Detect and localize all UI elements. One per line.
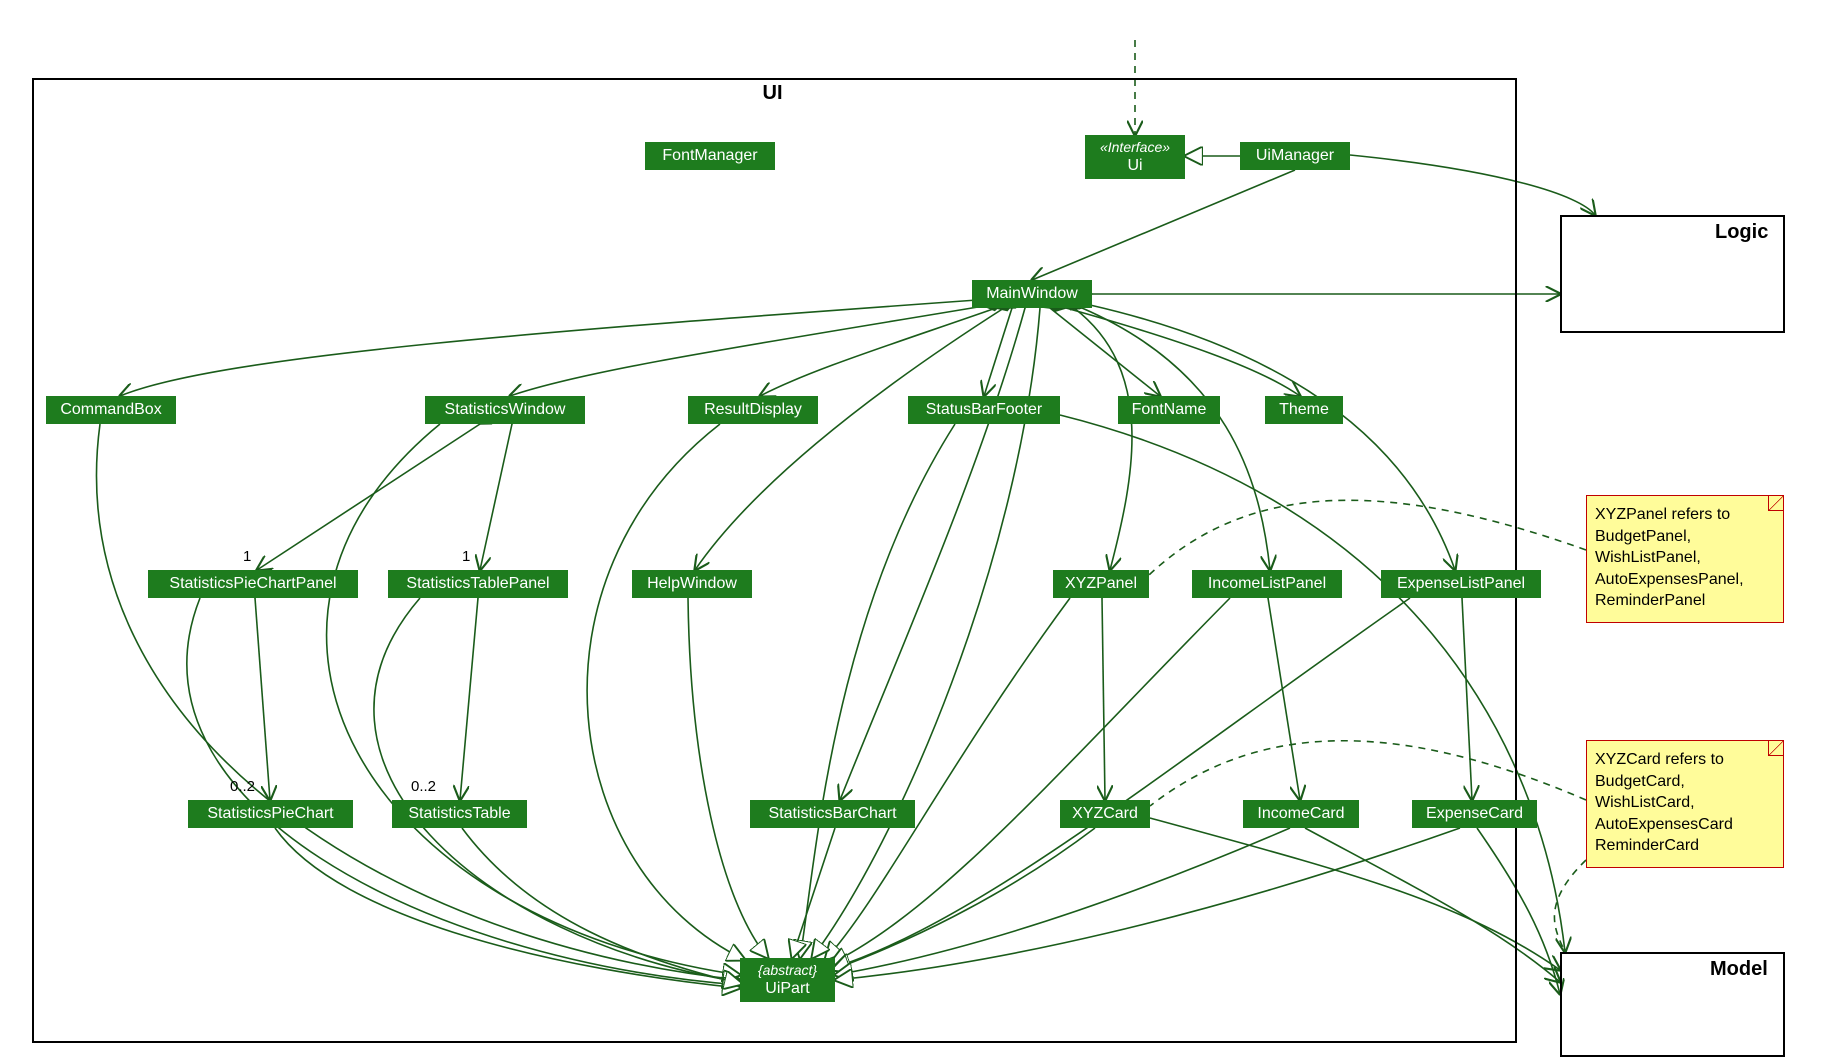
diagram-canvas: UILogicModelFontManager«Interface»UiUiMa…	[0, 0, 1832, 1057]
package-title-model: Model	[1710, 958, 1768, 981]
class-ResultDisplay: ResultDisplay	[688, 396, 818, 424]
class-label: Theme	[1275, 400, 1333, 419]
class-label: IncomeCard	[1253, 804, 1349, 823]
class-CommandBox: CommandBox	[46, 396, 176, 424]
stereotype: {abstract}	[750, 962, 825, 979]
class-UiPart: {abstract}UiPart	[740, 958, 835, 1002]
class-label: UiManager	[1250, 146, 1340, 165]
class-MainWindow: MainWindow	[972, 280, 1092, 308]
class-label: ResultDisplay	[698, 400, 808, 419]
class-FontName: FontName	[1118, 396, 1220, 424]
class-label: StatisticsBarChart	[760, 804, 905, 823]
class-Theme: Theme	[1265, 396, 1343, 424]
class-Ui: «Interface»Ui	[1085, 135, 1185, 179]
class-StatisticsTable: StatisticsTable	[392, 800, 527, 828]
class-label: XYZCard	[1070, 804, 1140, 823]
class-label: StatisticsTable	[402, 804, 517, 823]
multiplicity-label: 1	[462, 548, 470, 565]
class-label: IncomeListPanel	[1202, 574, 1332, 593]
stereotype: «Interface»	[1095, 139, 1175, 156]
class-label: CommandBox	[56, 400, 166, 419]
class-ExpenseCard: ExpenseCard	[1412, 800, 1537, 828]
class-StatisticsPieChartPanel: StatisticsPieChartPanel	[148, 570, 358, 598]
class-label: ExpenseCard	[1422, 804, 1527, 823]
note-xyzcard: XYZCard refers to BudgetCard, WishListCa…	[1586, 740, 1784, 868]
class-label: StatusBarFooter	[918, 400, 1050, 419]
anchor-note-xyzcard-Model_pkg	[1554, 860, 1586, 952]
class-label: MainWindow	[982, 284, 1082, 303]
class-StatusBarFooter: StatusBarFooter	[908, 396, 1060, 424]
class-StatisticsWindow: StatisticsWindow	[425, 396, 585, 424]
class-StatisticsTablePanel: StatisticsTablePanel	[388, 570, 568, 598]
class-HelpWindow: HelpWindow	[632, 570, 752, 598]
class-label: Ui	[1095, 156, 1175, 175]
class-label: ExpenseListPanel	[1391, 574, 1531, 593]
class-label: StatisticsPieChartPanel	[158, 574, 348, 593]
package-title-ui: UI	[763, 82, 783, 105]
multiplicity-label: 0..2	[411, 778, 436, 795]
class-StatisticsBarChart: StatisticsBarChart	[750, 800, 915, 828]
class-XYZCard: XYZCard	[1060, 800, 1150, 828]
class-label: StatisticsPieChart	[198, 804, 343, 823]
note-xyzpanel: XYZPanel refers to BudgetPanel, WishList…	[1586, 495, 1784, 623]
class-FontManager: FontManager	[645, 142, 775, 170]
class-UiManager: UiManager	[1240, 142, 1350, 170]
class-IncomeListPanel: IncomeListPanel	[1192, 570, 1342, 598]
class-XYZPanel: XYZPanel	[1053, 570, 1149, 598]
package-ui	[32, 78, 1517, 1043]
multiplicity-label: 0..2	[230, 778, 255, 795]
class-StatisticsPieChart: StatisticsPieChart	[188, 800, 353, 828]
class-label: UiPart	[750, 979, 825, 998]
class-label: HelpWindow	[642, 574, 742, 593]
class-label: StatisticsWindow	[435, 400, 575, 419]
class-label: FontName	[1128, 400, 1210, 419]
class-label: StatisticsTablePanel	[398, 574, 558, 593]
package-title-logic: Logic	[1715, 221, 1768, 244]
class-label: XYZPanel	[1063, 574, 1139, 593]
multiplicity-label: 1	[243, 548, 251, 565]
class-IncomeCard: IncomeCard	[1243, 800, 1359, 828]
class-label: FontManager	[655, 146, 765, 165]
class-ExpenseListPanel: ExpenseListPanel	[1381, 570, 1541, 598]
